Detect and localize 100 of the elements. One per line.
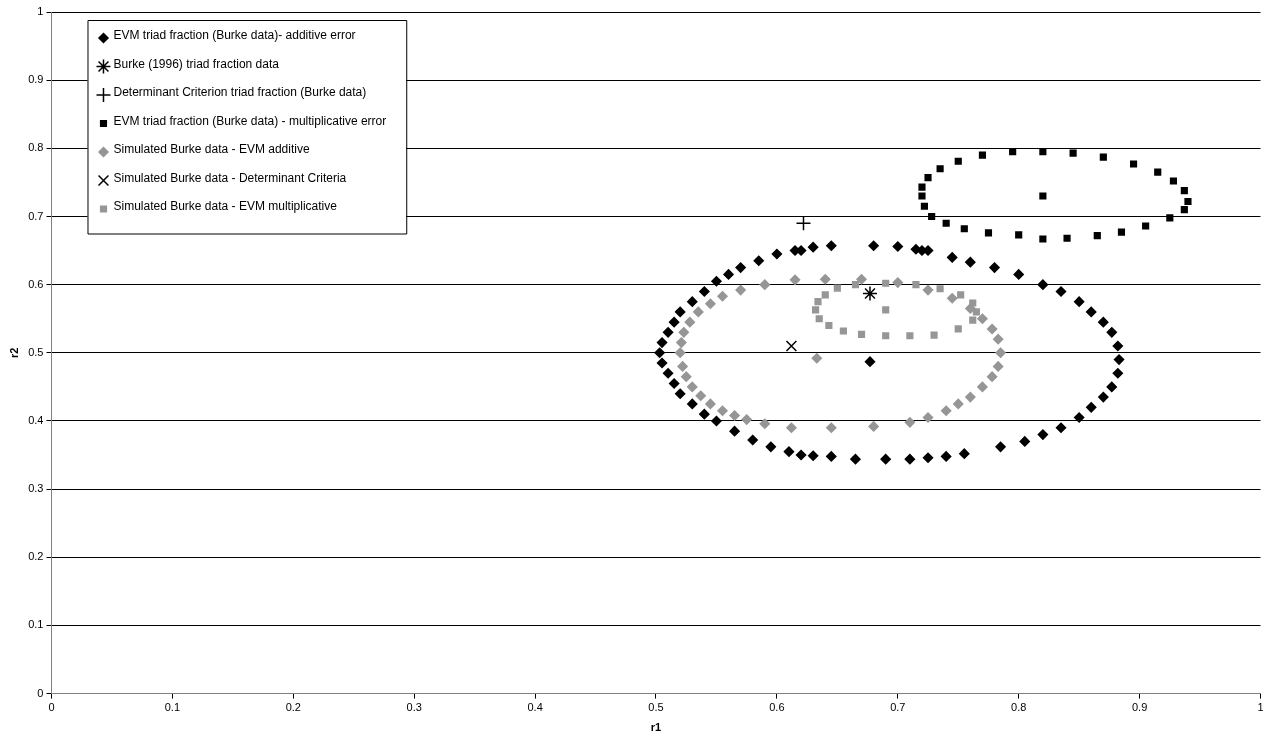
point: [924, 174, 932, 182]
point: [786, 422, 797, 434]
point: [986, 371, 998, 382]
point: [953, 398, 964, 410]
point: [821, 291, 829, 299]
point: [759, 279, 771, 290]
point: [678, 327, 690, 338]
y-tick-label: 0.8: [28, 141, 44, 154]
point: [1063, 234, 1071, 242]
point: [1142, 222, 1150, 230]
y-tick-label: 0.1: [28, 618, 44, 631]
point: [1184, 197, 1192, 206]
point: [946, 293, 958, 304]
point: [1069, 149, 1077, 157]
x-tick-label: 0.6: [769, 701, 785, 714]
legend-label: Simulated Burke data - EVM multiplicative: [113, 199, 338, 214]
point: [995, 347, 1006, 359]
point: [1009, 148, 1017, 156]
point: [825, 321, 833, 330]
point: [986, 323, 998, 335]
point: [674, 347, 686, 359]
point: [1166, 214, 1174, 222]
point: [759, 418, 771, 429]
point: [693, 306, 704, 318]
point: [918, 183, 926, 191]
x-axis-title: r1: [650, 721, 662, 734]
point: [717, 290, 728, 302]
point: [936, 165, 944, 173]
point: [892, 277, 904, 288]
point: [1180, 187, 1188, 195]
point: [839, 327, 847, 335]
x-tick-label: 0.9: [1131, 701, 1148, 714]
point: [977, 313, 988, 324]
point: [965, 303, 976, 314]
x-tick-label: 0.1: [164, 701, 181, 714]
x-tick-label: 0.2: [285, 701, 301, 714]
point: [984, 229, 993, 237]
point: [904, 417, 916, 428]
x-tick-label: 1: [1257, 701, 1264, 714]
point: [851, 281, 860, 289]
point: [928, 212, 936, 221]
y-tick-label: 1: [37, 5, 44, 18]
point: [856, 273, 867, 285]
point: [882, 332, 890, 340]
x-tick-label: 0.4: [527, 701, 543, 714]
point: [960, 225, 968, 233]
legend-label: EVM triad fraction (Burke data)- additive error: [113, 28, 356, 43]
point: [1093, 231, 1101, 240]
point: [969, 316, 977, 324]
y-axis-title: r2: [7, 347, 20, 358]
point: [954, 157, 962, 165]
point: [977, 381, 988, 393]
point: [735, 284, 746, 296]
point: [882, 279, 890, 287]
x-tick-label: 0: [48, 701, 55, 714]
legend-label: EVM triad fraction (Burke data) - multiplicative error: [113, 113, 387, 128]
legend-label: Simulated Burke data - Determinant Criteria: [113, 170, 347, 185]
point: [1180, 206, 1188, 214]
y-tick-label: 0: [37, 686, 44, 699]
y-tick-label: 0.6: [28, 277, 44, 290]
point: [677, 361, 688, 372]
point: [957, 291, 965, 299]
point: [862, 285, 878, 302]
point: [1039, 235, 1047, 243]
y-tick-label: 0.7: [28, 209, 44, 222]
y-tick-label: 0.9: [28, 73, 44, 86]
point: [936, 285, 944, 293]
point: [1015, 231, 1023, 239]
point: [965, 391, 976, 403]
legend-label: Determinant Criterion triad fraction (Burke data): [113, 85, 367, 100]
legend-label: Burke (1996) triad fraction data: [113, 56, 280, 71]
x-tick-label: 0.3: [406, 701, 422, 714]
point: [717, 405, 728, 416]
x-tick-label: 0.8: [1011, 701, 1027, 714]
y-tick-label: 0.2: [28, 550, 44, 563]
point: [922, 412, 934, 423]
point: [705, 398, 716, 410]
point: [815, 315, 823, 323]
point: [812, 306, 820, 314]
point: [826, 422, 837, 434]
point: [1169, 177, 1178, 185]
y-tick-label: 0.3: [28, 482, 44, 495]
point: [1039, 148, 1047, 156]
point: [920, 202, 928, 210]
x-tick-label: 0.7: [890, 701, 906, 714]
point: [954, 325, 962, 333]
legend-label: Simulated Burke data - EVM additive: [113, 142, 310, 157]
point: [942, 219, 950, 227]
point: [882, 306, 890, 314]
point: [857, 330, 866, 338]
point: [930, 331, 938, 339]
point: [811, 353, 823, 364]
point: [922, 284, 934, 296]
point: [814, 298, 822, 306]
point: [1099, 153, 1107, 161]
point: [940, 405, 952, 416]
point: [978, 151, 987, 159]
y-tick-label: 0.4: [28, 413, 44, 426]
point: [680, 371, 692, 382]
y-tick-label: 0.5: [28, 345, 44, 358]
